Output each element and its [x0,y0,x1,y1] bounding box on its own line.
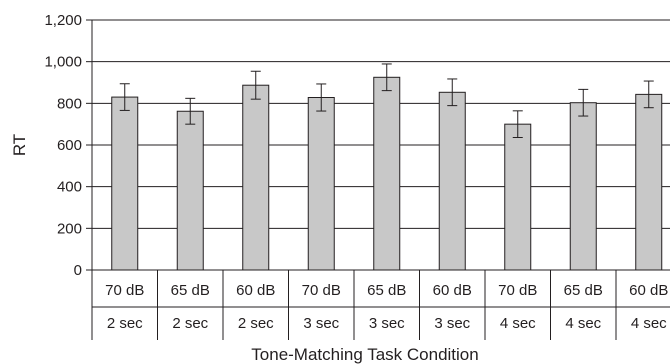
x-category-level-label: 60 dB [629,282,668,299]
bar [635,93,663,271]
y-tick-label: 600 [57,137,82,154]
x-category-duration-label: 3 sec [434,315,470,332]
y-tick-label: 800 [57,95,82,112]
bar [307,97,335,271]
bar [569,102,597,271]
bar [504,123,532,271]
bar [176,110,204,271]
x-category-duration-label: 3 sec [369,315,405,332]
y-axis-title: RT [10,134,29,156]
x-category-level-label: 65 dB [367,282,406,299]
y-tick-labels: 0 200 400 600 800 1,000 1,200 [44,12,82,279]
y-tick-label: 0 [74,262,82,279]
axes [86,19,670,340]
x-category-level-label: 70 dB [302,282,341,299]
bar [438,91,466,271]
error-bars [119,63,654,138]
x-category-duration-label: 2 sec [107,315,143,332]
bar [242,84,270,271]
x-category-level-label: 65 dB [564,282,603,299]
bar [373,76,401,271]
y-tick-label: 200 [57,220,82,237]
x-category-level-label: 60 dB [433,282,472,299]
x-category-duration-label: 4 sec [631,315,667,332]
x-category-level-label: 60 dB [236,282,275,299]
x-category-level-label: 70 dB [105,282,144,299]
x-category-duration-label: 4 sec [565,315,601,332]
x-category-duration-label: 2 sec [172,315,208,332]
y-tick-label: 1,000 [44,54,82,71]
x-category-duration-label: 2 sec [238,315,274,332]
x-axis-title: Tone-Matching Task Condition [251,345,478,364]
y-tick-label: 400 [57,179,82,196]
x-category-duration-label: 4 sec [500,315,536,332]
bars [111,76,663,271]
y-tick-label: 1,200 [44,12,82,29]
x-category-duration-label: 3 sec [303,315,339,332]
bar [111,96,139,271]
x-category-level-label: 65 dB [171,282,210,299]
x-category-labels: 70 dB 2 sec 65 dB 2 sec 60 dB 2 sec 70 dB 3 sec… [105,282,668,332]
x-category-level-label: 70 dB [498,282,537,299]
